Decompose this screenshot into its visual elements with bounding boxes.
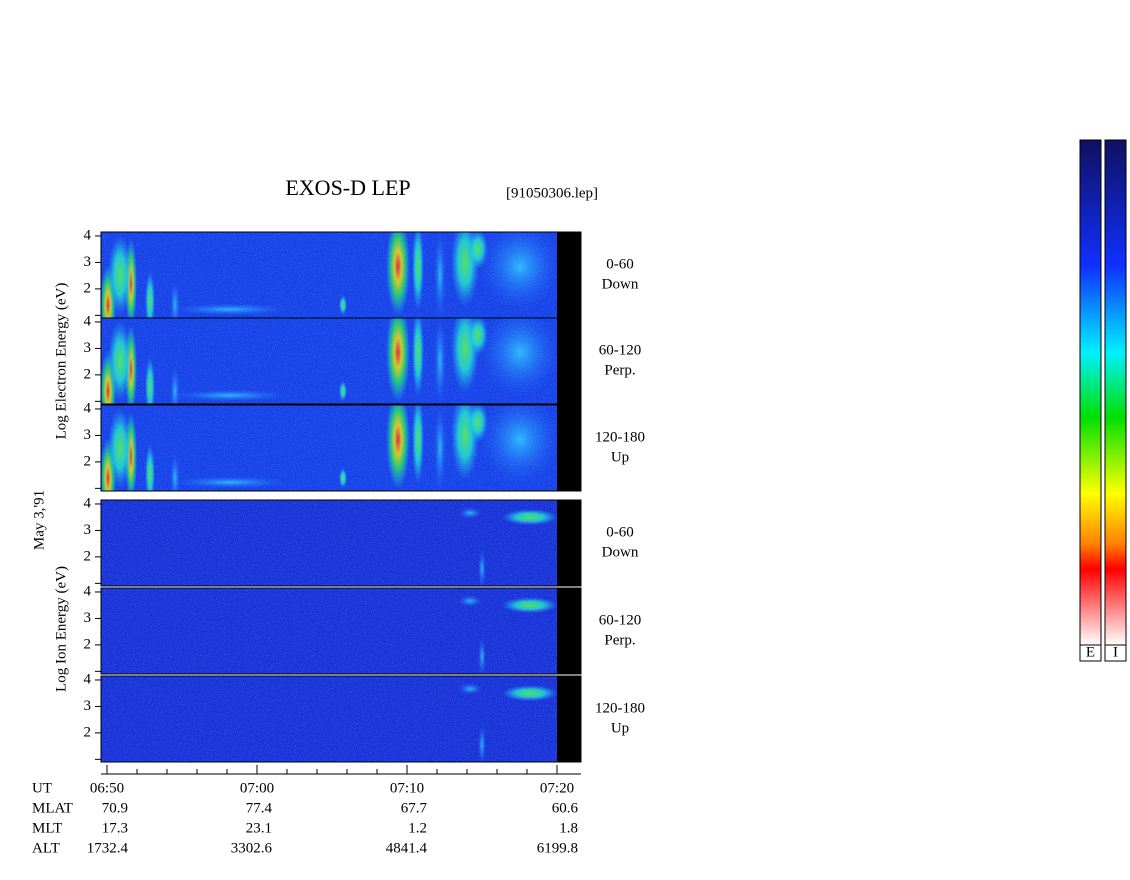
spectrogram [101,588,557,674]
y-tick-label: 2 [84,453,92,469]
y-tick-label: 3 [84,340,92,356]
y-axis-label: Log Electron Energy (eV) [53,283,69,440]
no-data [557,232,581,318]
ephemeris-value: 23.1 [246,820,272,836]
spectrogram [101,405,557,491]
frame [100,404,582,492]
y-tick-label: 3 [84,610,92,626]
ephemeris-value: 1.2 [408,820,427,836]
y-tick-label: 3 [84,254,92,270]
ephemeris-value: 6199.8 [537,840,578,856]
y-tick-label: 2 [84,366,92,382]
panel-label: 120-180 [595,700,645,716]
colorbar-label: I [1113,644,1118,660]
frame [100,499,582,587]
spectrogram [101,500,557,586]
ephemeris-value: 70.9 [102,800,128,816]
ephemeris-value: 3302.6 [231,840,273,856]
frame [100,587,582,675]
texture [101,588,557,674]
y-tick-label: 4 [84,583,92,599]
no-data [557,500,581,586]
ephemeris-name: MLAT [32,800,73,816]
ephemeris-value: 1.8 [559,820,578,836]
y-tick-label: 4 [84,313,92,329]
frame [100,317,582,405]
y-tick-label: 3 [84,427,92,443]
x-tick-label: 06:50 [90,780,124,796]
y-tick-label: 4 [84,400,92,416]
no-data [557,676,581,762]
spectrogram [101,318,557,404]
y-tick-label: 4 [84,671,92,687]
panel-label: Up [611,720,629,736]
no-data [557,405,581,491]
ephemeris-value: 17.3 [102,820,128,836]
panel-label: 60-120 [599,612,642,628]
ephemeris-value: 60.6 [552,800,579,816]
panel-label: Down [602,276,639,292]
x-tick-label: 07:00 [240,780,274,796]
ut-label: UT [32,780,52,796]
texture [101,232,557,318]
y-tick-label: 2 [84,280,92,296]
y-tick-label: 2 [84,636,92,652]
ephemeris-name: MLT [32,820,62,836]
y-tick-label: 3 [84,698,92,714]
ephemeris-value: 1732.4 [87,840,129,856]
texture [101,318,557,404]
panel-label: Perp. [604,362,635,378]
y-tick-label: 2 [84,724,92,740]
panel-label: 0-60 [606,524,634,540]
y-axis-label: Log Ion Energy (eV) [53,566,69,692]
no-data [557,318,581,404]
x-tick-label: 07:20 [540,780,574,796]
x-tick-label: 07:10 [390,780,424,796]
panel-label: 60-120 [599,342,642,358]
ephemeris-value: 67.7 [401,800,428,816]
y-tick-label: 4 [84,495,92,511]
panel-label: Down [602,544,639,560]
panel-label: 0-60 [606,256,634,272]
spectrogram [101,232,557,318]
y-tick-label: 3 [84,522,92,538]
texture [101,676,557,762]
colorbar [1079,139,1127,662]
y-tick-label: 4 [84,227,92,243]
ephemeris-name: ALT [32,840,60,856]
ephemeris-value: 77.4 [246,800,273,816]
panel-label: Up [611,449,629,465]
date-label: May 3,'91 [31,490,47,550]
spectrogram [101,676,557,762]
title: EXOS-D LEP [285,175,410,200]
colorbar-label: E [1086,644,1095,660]
panel-label: 120-180 [595,429,645,445]
frame [100,675,582,763]
texture [101,500,557,586]
panel-label: Perp. [604,632,635,648]
file-name: [91050306.lep] [506,185,598,201]
texture [101,405,557,491]
y-tick-label: 2 [84,548,92,564]
ephemeris-value: 4841.4 [386,840,428,856]
no-data [557,588,581,674]
